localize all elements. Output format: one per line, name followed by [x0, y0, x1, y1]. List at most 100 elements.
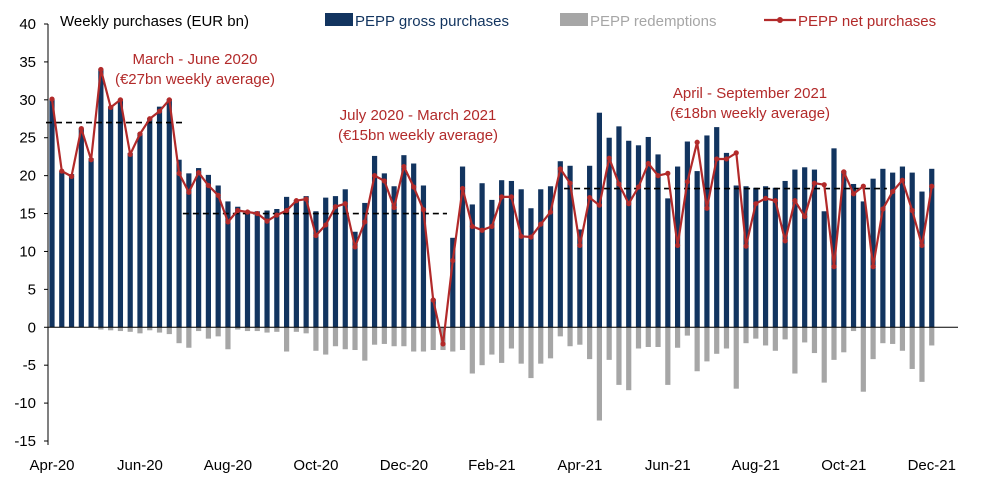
redemption-bar — [831, 327, 837, 360]
net-purchase-point — [772, 198, 778, 204]
legend-label: PEPP gross purchases — [355, 13, 509, 30]
redemption-bar — [557, 327, 563, 337]
gross-purchase-bar — [694, 171, 700, 328]
net-purchase-point — [811, 180, 818, 186]
redemption-bar — [929, 327, 935, 346]
redemption-bar — [469, 327, 475, 374]
net-purchase-point — [802, 213, 808, 220]
redemption-bar — [196, 327, 202, 332]
average-reference-lines — [46, 121, 887, 215]
gross-purchase-bar — [205, 174, 211, 328]
net-purchase-point — [98, 66, 104, 73]
gross-purchase-bar — [264, 210, 270, 328]
net-purchase-point — [616, 181, 622, 187]
net-purchase-point — [147, 116, 153, 122]
net-purchase-point — [587, 195, 593, 201]
gross-purchase-bar — [704, 135, 710, 328]
gross-purchase-bar — [909, 172, 915, 328]
gross-purchase-bar — [841, 171, 847, 328]
gross-purchase-bar — [635, 145, 642, 328]
gross-purchase-bar — [919, 191, 925, 328]
redemption-bar — [391, 327, 397, 347]
redemption-bar — [577, 327, 583, 345]
gross-purchase-bar — [596, 112, 602, 328]
annotation-text: (€15bn weekly average) — [338, 127, 498, 144]
gross-purchase-bar — [117, 99, 124, 328]
x-tick-label: Aug-20 — [204, 457, 252, 474]
net-purchase-point — [108, 104, 114, 110]
gross-purchase-bar — [254, 211, 260, 328]
y-tick-label: 25 — [19, 130, 36, 147]
net-purchase-point — [244, 209, 251, 215]
net-purchase-point — [753, 201, 759, 207]
gross-purchase-bar — [782, 180, 788, 328]
net-purchase-point — [49, 96, 55, 102]
net-purchase-point — [899, 177, 906, 183]
redemption-bar — [176, 327, 182, 344]
net-purchase-point — [694, 139, 700, 145]
redemption-bar — [508, 327, 515, 349]
gross-purchase-bar — [137, 133, 143, 328]
net-purchase-point — [743, 243, 749, 249]
redemption-bar — [684, 327, 690, 336]
gross-purchase-bar — [587, 165, 593, 328]
redemption-bar — [186, 327, 192, 348]
legend-swatch — [325, 13, 353, 26]
net-purchase-point — [371, 173, 378, 179]
y-tick-label: 20 — [19, 168, 36, 185]
gross-purchase-bar — [68, 174, 75, 328]
gross-purchase-bar — [508, 180, 515, 328]
redemption-bar — [880, 327, 886, 344]
net-purchase-point — [733, 150, 739, 156]
net-purchase-point — [332, 204, 339, 210]
x-tick-label: Dec-21 — [908, 457, 956, 474]
net-purchase-point — [792, 198, 798, 204]
gross-purchase-bar — [626, 140, 632, 328]
redemption-bar — [362, 327, 368, 361]
redemption-bar — [332, 327, 339, 347]
gross-purchase-bar — [606, 137, 612, 328]
chart-text: Weekly purchases (EUR bn) — [60, 13, 249, 30]
redemption-bar — [616, 327, 622, 385]
net-purchase-point — [186, 189, 192, 195]
net-purchase-point — [411, 184, 417, 190]
redemption-bar — [919, 327, 925, 382]
annotation-text: March - June 2020 — [132, 51, 257, 68]
gross-purchase-bar — [733, 185, 739, 328]
gross-purchase-bar — [528, 208, 534, 328]
net-purchase-point — [293, 198, 299, 204]
redemption-bar — [450, 327, 456, 352]
redemption-bar — [538, 327, 544, 364]
x-tick-label: Jun-21 — [645, 457, 691, 474]
redemption-bar — [411, 327, 417, 352]
redemption-bar — [890, 327, 896, 344]
gross-purchase-bar — [811, 169, 818, 328]
gross-purchase-bar — [802, 167, 808, 328]
annotation-text: (€18bn weekly average) — [670, 105, 830, 122]
gross-purchase-bar — [196, 168, 202, 328]
net-purchase-point — [538, 221, 544, 227]
net-purchase-point — [459, 185, 466, 192]
x-tick-label: Apr-20 — [29, 457, 74, 474]
redemption-bar — [606, 327, 612, 360]
redemption-bar — [205, 327, 211, 339]
redemption-bar — [743, 327, 749, 344]
redemption-bar — [117, 327, 124, 332]
net-purchase-point — [684, 179, 690, 185]
gross-purchase-bar — [176, 159, 182, 328]
net-purchase-point — [88, 157, 94, 163]
redemption-bar — [420, 327, 427, 352]
redemption-bar — [821, 327, 827, 383]
gross-purchase-bar — [186, 173, 192, 328]
redemption-bar — [675, 327, 681, 348]
net-purchase-point — [391, 204, 397, 211]
net-purchase-point — [78, 126, 84, 132]
gross-purchase-bar — [753, 187, 759, 328]
net-purchase-point — [499, 194, 505, 200]
net-purchase-point — [254, 210, 260, 217]
redemption-bar — [850, 327, 857, 332]
redemption-bar — [479, 327, 485, 366]
redemption-bar — [352, 327, 358, 351]
gross-purchase-bar — [577, 229, 583, 328]
gross-purchase-bar — [821, 211, 827, 328]
